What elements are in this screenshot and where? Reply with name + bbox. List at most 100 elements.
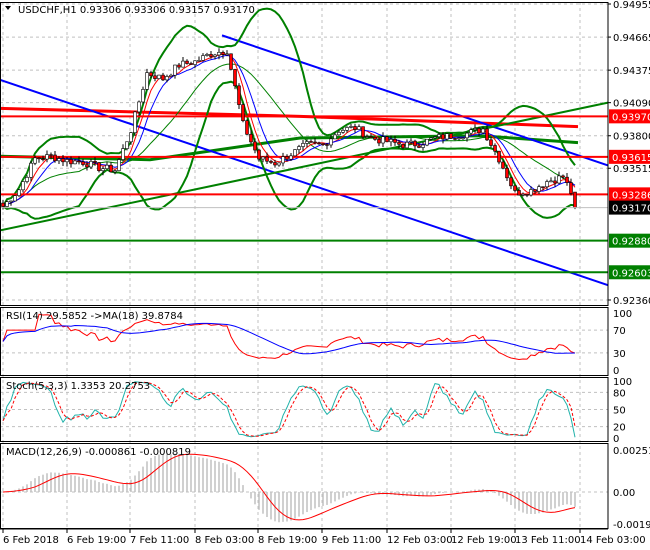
candle [93,161,97,163]
candle [145,72,149,90]
candle [85,164,89,168]
indicator-tick-label: 100 [613,309,632,320]
candle [421,144,425,148]
price-tick-label: 0.94665 [613,33,650,44]
candle [273,162,277,166]
bollinger-upper [2,7,576,208]
candle [97,162,101,172]
time-tick-label: 13 Feb 11:00 [515,535,581,546]
candle [569,182,573,194]
candle [201,55,205,61]
candle [37,157,41,160]
time-tick-label: 7 Feb 11:00 [130,535,189,546]
indicator-tick-label: -0.001914 [613,520,650,531]
candle [101,168,105,172]
panel-frame-rsi [0,307,609,376]
ma-mid-line [2,54,576,207]
candle [393,139,397,143]
candle [229,53,233,70]
rsi-ma-line [2,322,576,355]
candle [245,120,249,135]
candle [545,181,549,188]
candle [149,72,153,77]
time-tick-label: 8 Feb 03:00 [195,535,254,546]
price-level-label-bg [609,233,650,248]
candle [257,149,261,160]
candle [477,128,481,134]
panel-frame-main [0,2,609,306]
candle [205,54,209,56]
candle [49,154,53,156]
candle [25,177,29,182]
candle [441,134,445,140]
candle [137,101,141,113]
candle [557,175,561,184]
candle [357,126,361,130]
indicator-tick-label: 0 [613,434,619,445]
price-level-label: 0.92880 [612,237,650,248]
candle [221,52,225,55]
candle [129,132,133,143]
candle [385,136,389,143]
candle [153,75,157,79]
candle [449,133,453,139]
candle [249,133,253,143]
candle [529,189,533,196]
candle [341,130,345,133]
candle [61,158,65,163]
candle [225,53,229,56]
price-tick-label: 0.94375 [613,66,650,77]
price-level-label: 0.93615 [612,153,650,164]
candle [41,158,45,160]
indicator-tick-label: 0.00 [613,488,635,499]
candle [329,138,333,146]
panel-frame-sto [0,377,609,442]
candle [65,159,69,163]
candle [21,181,25,191]
candle [77,160,81,163]
candle [1,202,5,207]
candle [5,201,9,207]
candle [437,134,441,138]
candle [313,141,317,144]
rsi-line [2,313,576,361]
candle [417,145,421,148]
ma-fast-line [2,53,576,207]
candle [429,137,433,140]
candle [457,137,461,140]
time-tick-label: 6 Feb 2018 [3,535,59,546]
candle [241,104,245,121]
candle [353,126,357,130]
candle [185,60,189,64]
candle [133,111,137,133]
indicator-title: Stoch(5,3,3) 1.3353 20.2753 [6,381,150,392]
candle [165,76,169,81]
candle [177,64,181,68]
candle [89,161,93,168]
candle [513,185,517,191]
candle [13,195,17,202]
candle [17,189,21,196]
candle [405,141,409,149]
candle [333,134,337,140]
candle [453,138,457,140]
candle [573,191,577,208]
candle [413,140,417,147]
price-level-label-bg [609,265,650,280]
candle [113,170,117,173]
bollinger-lower [2,80,576,220]
candle [509,177,513,187]
indicator-tick-label: 100 [613,377,632,388]
candle [365,136,369,138]
price-tick-label: 0.94955 [613,0,650,11]
candle [69,159,73,165]
candle [265,156,269,162]
candle [541,186,545,188]
candle [121,148,125,160]
price-level-label: 0.93970 [612,112,650,123]
price-level-label: 0.93286 [612,190,650,201]
candle [381,136,385,144]
